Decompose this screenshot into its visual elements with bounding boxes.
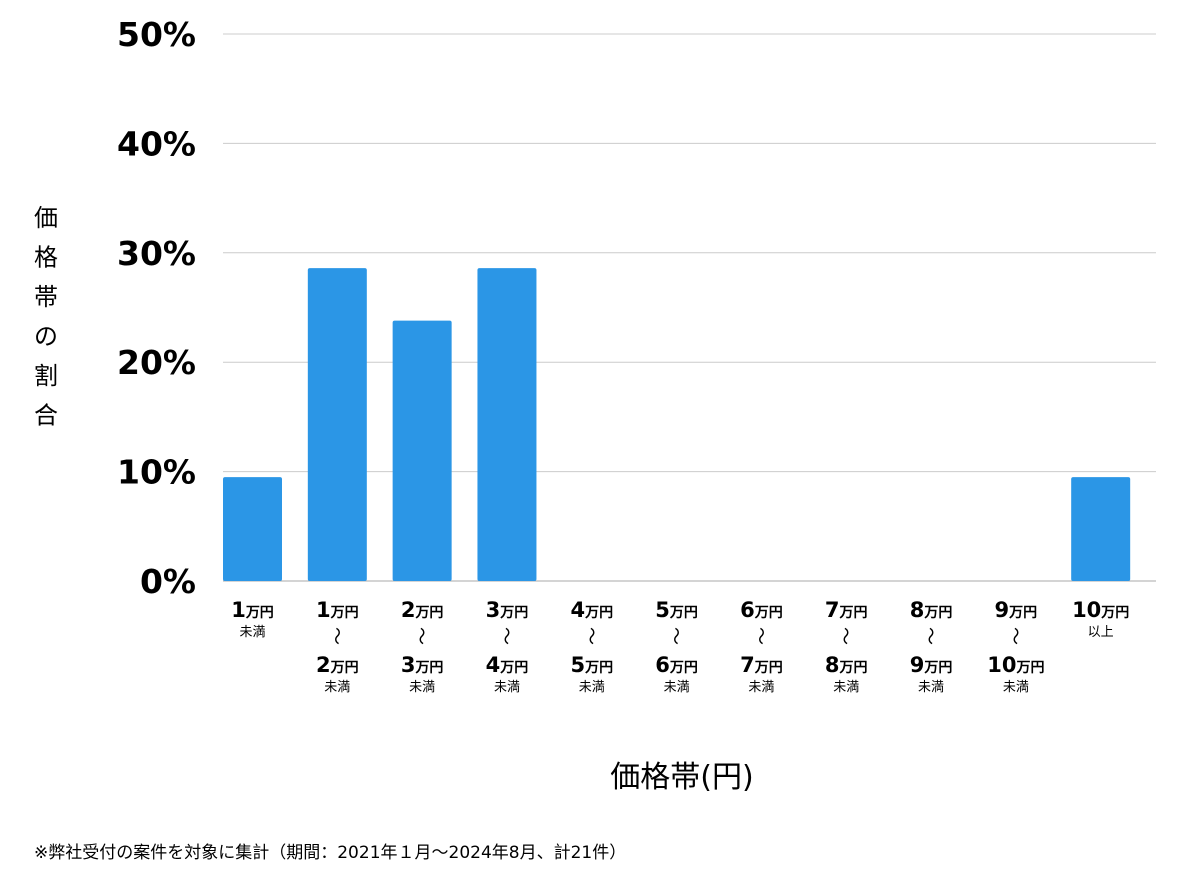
bar [477,268,537,581]
svg-text:以上: 以上 [1088,625,1114,640]
svg-text:未満: 未満 [833,680,859,695]
svg-text:1万円: 1万円 [316,598,359,622]
svg-text:1万円: 1万円 [231,598,274,622]
svg-text:未満: 未満 [1003,680,1029,695]
bar [307,268,367,581]
svg-text:4万円: 4万円 [486,653,529,677]
svg-text:8万円: 8万円 [910,598,953,622]
svg-text:6万円: 6万円 [655,653,698,677]
y-axis-ticks: 0% 10% 20% 30% 40% 50% [117,15,196,601]
footnote: ※弊社受付の案件を対象に集計（期間：2021年１月〜2024年8月、計21件） [34,843,627,863]
svg-text:格: 格 [34,244,58,272]
range-separator: 〜 [834,627,855,645]
svg-text:9万円: 9万円 [910,653,953,677]
svg-text:合: 合 [34,402,58,430]
svg-text:未満: 未満 [239,625,265,640]
svg-text:未満: 未満 [748,680,774,695]
y-tick-label: 10% [117,453,196,492]
svg-text:6万円: 6万円 [740,598,783,622]
svg-text:未満: 未満 [579,680,605,695]
range-separator: 〜 [325,627,346,645]
svg-text:3万円: 3万円 [486,598,529,622]
range-separator: 〜 [919,627,940,645]
range-separator: 〜 [580,627,601,645]
svg-text:4万円: 4万円 [570,598,613,622]
svg-text:2万円: 2万円 [401,598,444,622]
bars [223,268,1131,581]
svg-text:未満: 未満 [494,680,520,695]
svg-text:8万円: 8万円 [825,653,868,677]
range-separator: 〜 [1004,627,1025,645]
y-tick-label: 50% [117,15,196,54]
bar-chart: 0%10%20%30%40%50% 1万円未満1万円〜2万円未満2万円〜3万円未… [34,15,1156,795]
range-separator: 〜 [665,627,686,645]
y-tick-label: 40% [117,124,196,163]
svg-text:5万円: 5万円 [570,653,613,677]
x-axis-label: 価格帯(円) [610,760,753,795]
range-separator: 〜 [410,627,431,645]
x-axis-ticks: 1万円未満1万円〜2万円未満2万円〜3万円未満3万円〜4万円未満4万円〜5万円未… [231,598,1129,695]
svg-text:9万円: 9万円 [995,598,1038,622]
bar [392,320,452,581]
svg-text:7万円: 7万円 [740,653,783,677]
svg-text:3万円: 3万円 [401,653,444,677]
y-tick-label: 30% [117,234,196,273]
svg-text:10万円: 10万円 [1072,598,1129,622]
bar [1071,477,1131,581]
y-tick-label: 20% [117,343,196,382]
svg-text:2万円: 2万円 [316,653,359,677]
svg-text:価: 価 [34,204,58,232]
svg-text:未満: 未満 [918,680,944,695]
svg-text:帯: 帯 [34,283,58,311]
range-separator: 〜 [749,627,770,645]
gridlines [223,33,1156,582]
svg-text:7万円: 7万円 [825,598,868,622]
svg-text:割: 割 [34,362,58,390]
svg-text:未満: 未満 [664,680,690,695]
svg-text:5万円: 5万円 [655,598,698,622]
range-separator: 〜 [495,627,516,645]
svg-text:の: の [34,323,58,351]
svg-text:未満: 未満 [409,680,435,695]
bar [223,477,282,581]
svg-text:未満: 未満 [324,680,350,695]
y-tick-label: 0% [140,562,196,601]
svg-text:10万円: 10万円 [987,653,1044,677]
